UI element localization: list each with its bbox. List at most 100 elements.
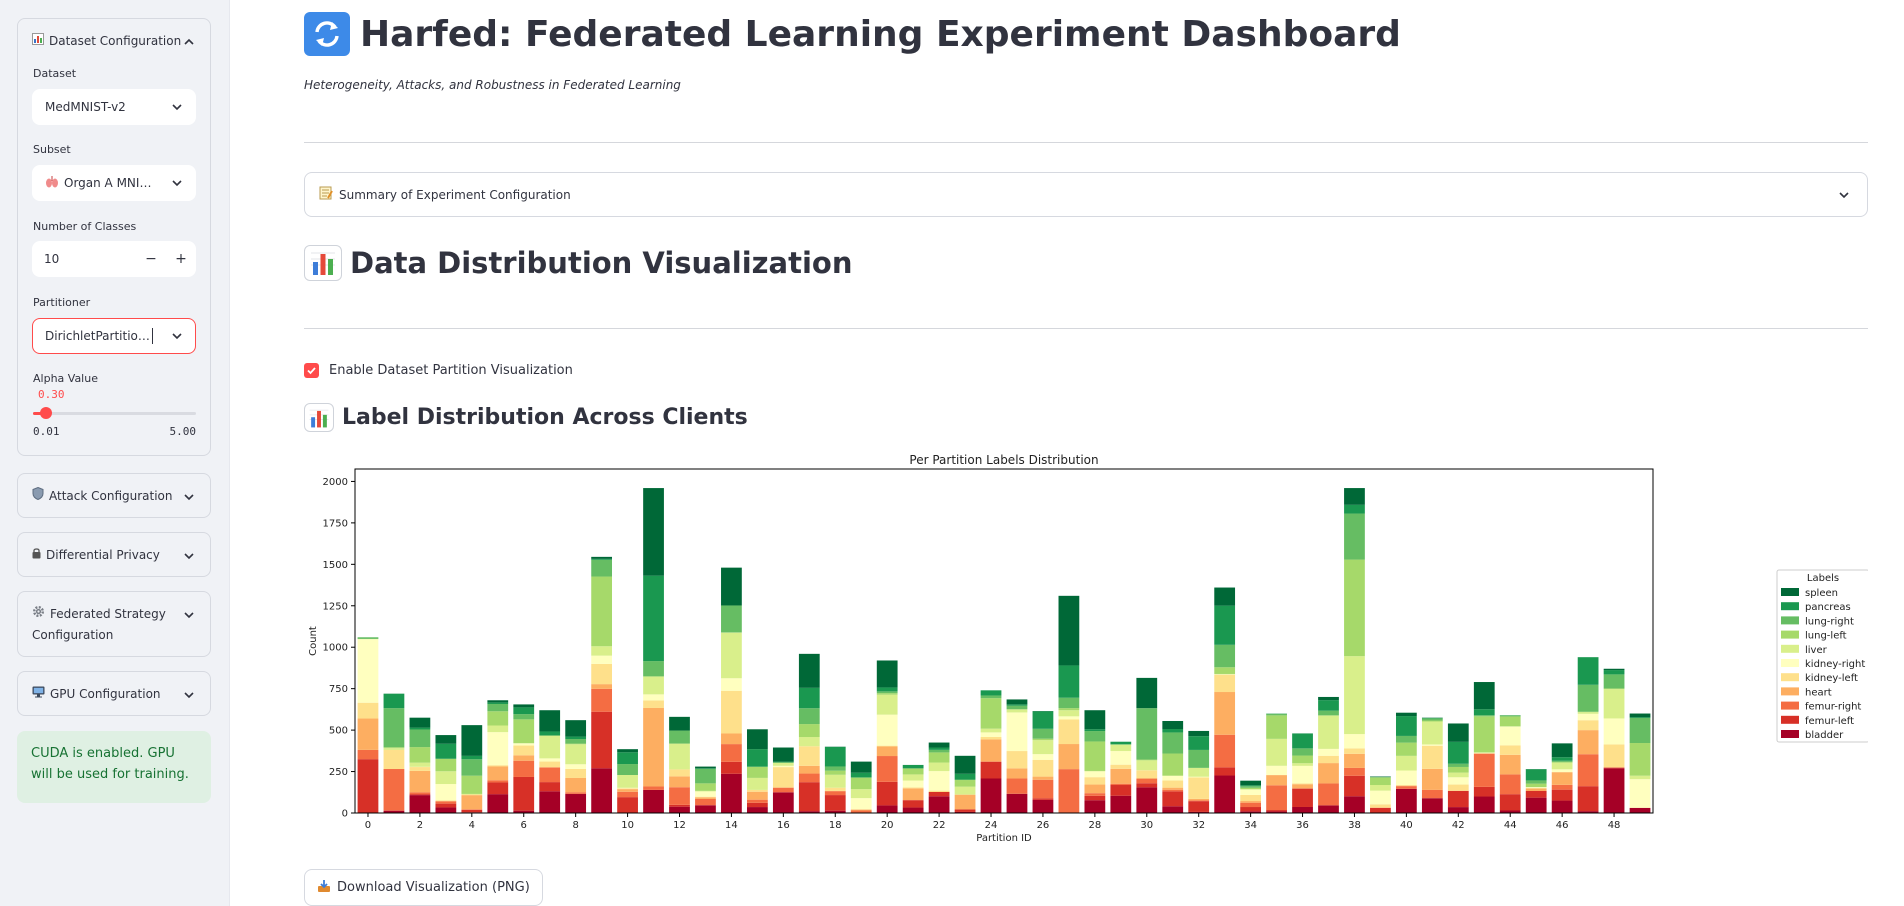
bar-segment-13-bladder — [695, 805, 716, 813]
chevron-down-icon[interactable] — [1837, 188, 1851, 202]
legend-swatch-kidney-right — [1781, 659, 1799, 667]
bar-segment-6-kidney-right — [513, 743, 535, 746]
dataset-select[interactable]: MedMNIST-v2 — [32, 89, 196, 125]
bar-segment-26-kidney-right — [1032, 754, 1054, 760]
bar-segment-31-lung-left — [1162, 753, 1184, 776]
enable-viz-checkbox[interactable]: Enable Dataset Partition Visualization — [304, 363, 573, 378]
monitor-icon — [32, 684, 45, 705]
x-tick-label: 46 — [1556, 820, 1569, 831]
bar-segment-33-spleen — [1214, 587, 1236, 606]
x-tick-label: 30 — [1140, 820, 1153, 831]
num-classes-stepper[interactable]: 10 − + — [32, 241, 196, 277]
chevron-down-icon[interactable] — [182, 490, 196, 504]
partitioner-select[interactable]: DirichletPartitio… — [32, 318, 196, 354]
bar-segment-21-femur-left — [902, 800, 924, 808]
subset-select[interactable]: Organ A MNI… — [32, 165, 196, 201]
bar-segment-15-spleen — [746, 729, 768, 750]
bar-segment-17-lung-right — [798, 708, 820, 725]
bar-segment-30-kidney-left — [1136, 770, 1158, 779]
bar-segment-33-femur-right — [1214, 734, 1236, 768]
diff-privacy-header[interactable]: Differential Privacy — [18, 533, 210, 566]
bar-segment-47-bladder — [1577, 811, 1599, 813]
bar-segment-5-lung-right — [487, 703, 509, 712]
x-tick-label: 12 — [673, 820, 686, 831]
bar-segment-8-kidney-right — [565, 764, 587, 769]
bar-segment-12-femur-left — [669, 804, 690, 807]
bar-segment-34-bladder — [1240, 811, 1262, 813]
bar-segment-46-liver — [1551, 762, 1573, 770]
diff-privacy-panel[interactable]: Differential Privacy — [17, 532, 211, 577]
bar-segment-25-bladder — [1006, 793, 1028, 813]
bar-segment-37-kidney-right — [1318, 748, 1339, 756]
bar-segment-33-pancreas — [1214, 605, 1236, 645]
bar-segment-8-liver — [565, 744, 587, 765]
summary-expander[interactable]: Summary of Experiment Configuration — [304, 172, 1868, 217]
legend-swatch-spleen — [1781, 588, 1799, 596]
bar-segment-5-femur-right — [487, 780, 509, 783]
bar-segment-25-kidney-right — [1006, 712, 1028, 752]
bar-segment-9-femur-left — [591, 711, 613, 769]
download-button[interactable]: Download Visualization (PNG) — [304, 869, 543, 906]
checkmark-icon[interactable] — [304, 363, 319, 378]
bar-segment-22-kidney-right — [928, 771, 950, 791]
alpha-slider-thumb[interactable] — [40, 407, 53, 419]
x-tick-label: 8 — [572, 820, 578, 831]
num-classes-value[interactable]: 10 — [44, 252, 60, 266]
bar-segment-20-femur-right — [876, 756, 898, 782]
bar-segment-31-lung-right — [1162, 732, 1184, 754]
bar-segment-49-liver — [1629, 775, 1651, 780]
fed-strategy-title-line2: Configuration — [32, 628, 114, 642]
alpha-slider-fill — [33, 412, 43, 415]
bar-segment-4-kidney-left — [461, 794, 483, 796]
alpha-slider[interactable] — [33, 407, 196, 419]
fed-strategy-header[interactable]: Federated Strategy Configuration — [18, 592, 210, 646]
gpu-config-header[interactable]: GPU Configuration — [18, 672, 210, 705]
legend-swatch-kidney-left — [1781, 673, 1799, 682]
fed-strategy-panel[interactable]: Federated Strategy Configuration — [17, 591, 211, 657]
bar-segment-29-kidney-left — [1110, 764, 1132, 769]
plot-frame — [354, 468, 1654, 814]
bar-segment-28-femur-left — [1084, 795, 1106, 801]
chevron-up-icon[interactable] — [182, 35, 196, 49]
bar-segment-16-femur-right — [772, 787, 794, 793]
chevron-down-icon[interactable] — [182, 688, 196, 702]
bar-segment-2-spleen — [409, 717, 431, 728]
bar-segment-46-bladder — [1551, 800, 1573, 813]
alpha-slider-track[interactable] — [33, 412, 196, 415]
subset-label: Subset — [33, 143, 71, 156]
bar-segment-37-liver — [1318, 715, 1339, 749]
bar-segment-39-liver — [1370, 785, 1391, 791]
alpha-label: Alpha Value — [33, 372, 98, 385]
bar-segment-24-femur-left — [980, 761, 1002, 779]
bar-segment-0-heart — [357, 718, 379, 750]
bar-segment-20-bladder — [876, 805, 898, 813]
legend-label-lung-right: lung-right — [1805, 616, 1854, 627]
bar-segment-14-spleen — [721, 567, 742, 606]
bar-segment-26-femur-left — [1032, 798, 1054, 800]
bar-segment-46-pancreas — [1551, 757, 1573, 761]
chevron-down-icon[interactable] — [182, 608, 196, 622]
bar-segment-1-femur-left — [383, 810, 405, 811]
bar-segment-7-liver — [539, 735, 561, 759]
bar-segment-49-bladder — [1629, 807, 1651, 813]
chart-title: Per Partition Labels Distribution — [909, 453, 1098, 467]
bar-segment-20-kidney-right — [876, 714, 898, 746]
bar-segment-5-heart — [487, 766, 509, 781]
bar-segment-22-lung-right — [928, 749, 950, 753]
attack-config-panel[interactable]: Attack Configuration — [17, 473, 211, 518]
bar-segment-13-kidney-left — [695, 796, 716, 798]
subset-select-value: Organ A MNI… — [64, 176, 152, 190]
bar-segment-17-spleen — [798, 653, 820, 688]
bar-segment-4-pancreas — [461, 755, 483, 760]
dataset-config-header[interactable]: Dataset Configuration — [18, 19, 210, 52]
increment-button[interactable]: + — [175, 251, 187, 267]
bar-segment-46-lung-left — [1551, 761, 1573, 763]
summary-label: Summary of Experiment Configuration — [339, 187, 571, 202]
bar-segment-27-heart — [1058, 744, 1080, 770]
bar-segment-4-femur-right — [461, 809, 483, 810]
bar-segment-20-liver — [876, 694, 898, 715]
chevron-down-icon[interactable] — [182, 549, 196, 563]
attack-config-header[interactable]: Attack Configuration — [18, 474, 210, 507]
decrement-button[interactable]: − — [145, 251, 157, 267]
gpu-config-panel[interactable]: GPU Configuration — [17, 671, 211, 716]
